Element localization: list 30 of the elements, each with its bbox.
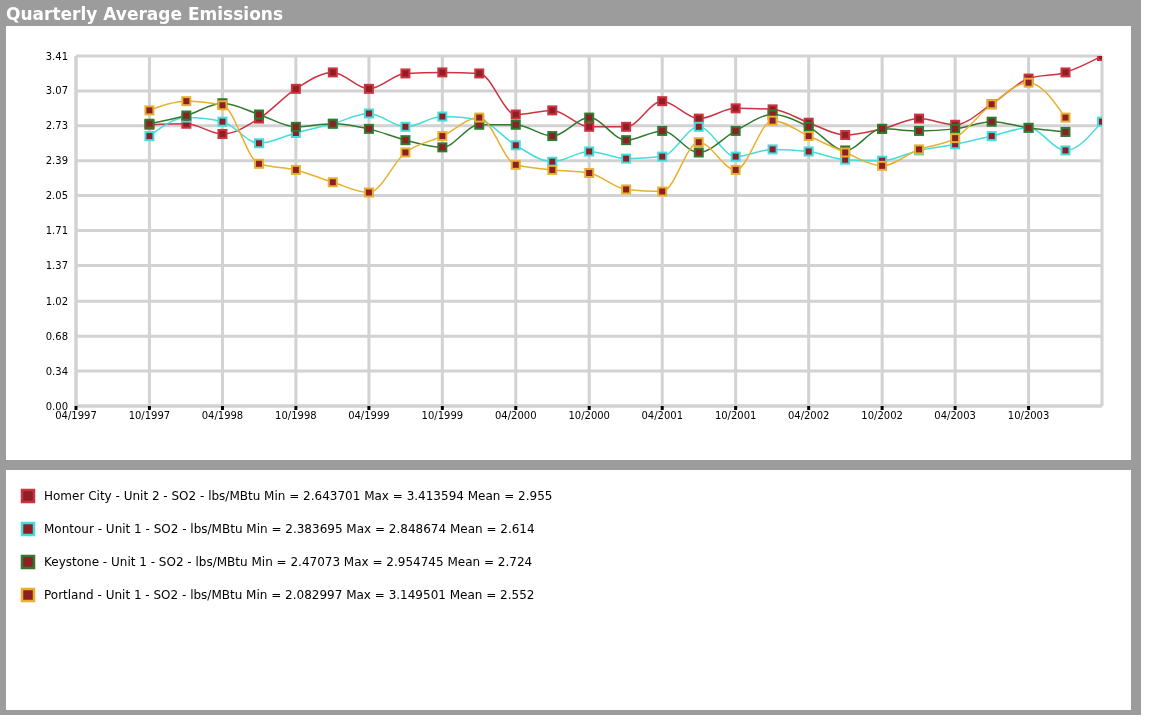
y-tick-label: 1.37 [45,259,68,271]
x-tick-label: 04/2001 [641,410,683,422]
x-tick-label: 10/2002 [861,410,903,422]
y-tick-label: 2.05 [45,190,68,202]
y-tick-label: 3.07 [45,85,68,97]
legend-label: Portland - Unit 1 - SO2 - lbs/MBtu Min = 2.082997 Max = 3.149501 Mean = 2.552 [44,588,535,602]
x-tick-label: 04/2000 [495,410,537,422]
y-tick-label: 0.00 [45,400,68,412]
y-tick-label: 0.68 [45,330,68,342]
x-tick-label: 04/1997 [55,410,97,422]
x-tick-label: 04/1998 [201,410,244,422]
y-tick-label: 2.39 [45,155,68,167]
y-tick-label: 3.41 [45,50,68,62]
y-tick-label: 1.02 [45,295,68,307]
y-tick-label: 1.71 [45,225,68,237]
y-tick-label: 0.34 [45,365,68,377]
x-tick-label: 10/2003 [1007,410,1050,422]
legend-label: Montour - Unit 1 - SO2 - lbs/MBtu Min = 2.383695 Max = 2.848674 Mean = 2.614 [44,522,535,536]
x-tick-label: 10/1999 [421,410,464,422]
x-tick-label: 04/2003 [934,410,976,422]
x-tick-label: 10/1997 [128,410,171,422]
x-tick-label: 10/2000 [568,410,610,422]
x-tick-label: 10/2001 [714,410,757,422]
legend-label: Homer City - Unit 2 - SO2 - lbs/MBtu Min = 2.643701 Max = 3.413594 Mean = 2.955 [44,489,553,503]
x-tick-label: 04/1999 [348,410,390,422]
x-tick-label: 04/2002 [787,410,830,422]
y-tick-label: 2.73 [45,120,68,132]
legend-label: Keystone - Unit 1 - SO2 - lbs/MBtu Min = 2.47073 Max = 2.954745 Mean = 2.724 [44,555,533,569]
chart-title: Quarterly Average Emissions [6,4,284,24]
x-tick-label: 10/1998 [275,410,317,422]
